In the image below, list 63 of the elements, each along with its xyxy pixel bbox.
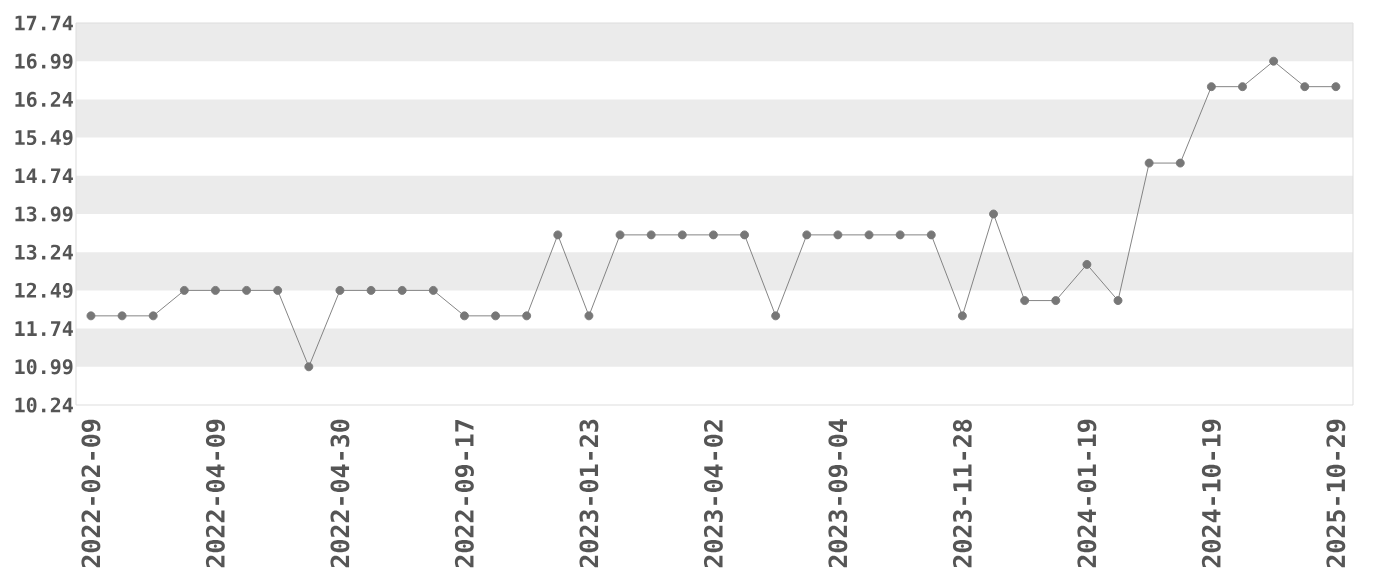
x-tick-label: 2022-04-30 [330, 419, 350, 568]
point [148, 311, 158, 321]
x-tick-label: 2022-02-09 [81, 419, 101, 568]
point [615, 230, 625, 240]
point [553, 230, 563, 240]
y-tick-label: 17.74 [15, 15, 73, 31]
point [1300, 82, 1310, 92]
y-tick-label: 14.74 [15, 168, 73, 184]
point [833, 230, 843, 240]
point [1020, 296, 1030, 306]
x-tick-label: 2024-10-19 [1201, 419, 1221, 568]
point [211, 285, 220, 295]
point [895, 230, 905, 240]
x-tick-label: 2023-09-04 [828, 419, 848, 568]
y-tick-label: 15.49 [15, 130, 73, 146]
point [740, 230, 749, 240]
point [1238, 82, 1247, 92]
point [117, 311, 127, 321]
y-tick-label: 11.74 [15, 321, 73, 336]
point [86, 311, 96, 321]
y-tick-label: 12.49 [15, 282, 73, 298]
point [677, 230, 687, 240]
point [522, 311, 532, 321]
point [273, 285, 283, 295]
point [428, 285, 438, 295]
point [1082, 259, 1092, 269]
y-tick-label: 16.99 [15, 53, 73, 69]
point [491, 311, 501, 321]
point [397, 285, 407, 295]
point [304, 362, 314, 372]
point [366, 285, 376, 295]
point [459, 311, 469, 321]
point [1175, 158, 1185, 168]
y-tick-label: 16.24 [15, 91, 73, 107]
point [989, 209, 998, 219]
point [926, 230, 936, 240]
point [1144, 158, 1154, 168]
point [646, 230, 656, 240]
x-tick-label: 2023-04-02 [703, 420, 723, 568]
point [1051, 296, 1061, 306]
y-tick-label: 13.24 [15, 244, 73, 260]
point [1331, 82, 1341, 92]
point [584, 311, 594, 321]
point [179, 285, 189, 295]
point [1206, 82, 1216, 92]
point [242, 285, 252, 295]
point [1269, 56, 1279, 66]
x-tick-label: 2023-11-28 [952, 419, 972, 568]
x-tick-label: 2022-09-17 [454, 420, 474, 568]
y-tick-label: 10.99 [15, 359, 73, 375]
point [864, 230, 874, 240]
point [708, 230, 718, 240]
y-tick-label: 13.99 [15, 206, 73, 222]
point [1113, 296, 1123, 306]
point [771, 311, 781, 321]
point [802, 230, 812, 240]
y-tick-label: 10.24 [15, 397, 73, 413]
x-tick-label: 2022-04-09 [205, 419, 225, 568]
point [957, 311, 967, 321]
x-tick-label: 2023-01-23 [579, 419, 599, 568]
x-tick-label: 2024-01-19 [1077, 419, 1097, 568]
point [335, 285, 345, 295]
x-tick-label: 2025-10-29 [1326, 419, 1346, 568]
